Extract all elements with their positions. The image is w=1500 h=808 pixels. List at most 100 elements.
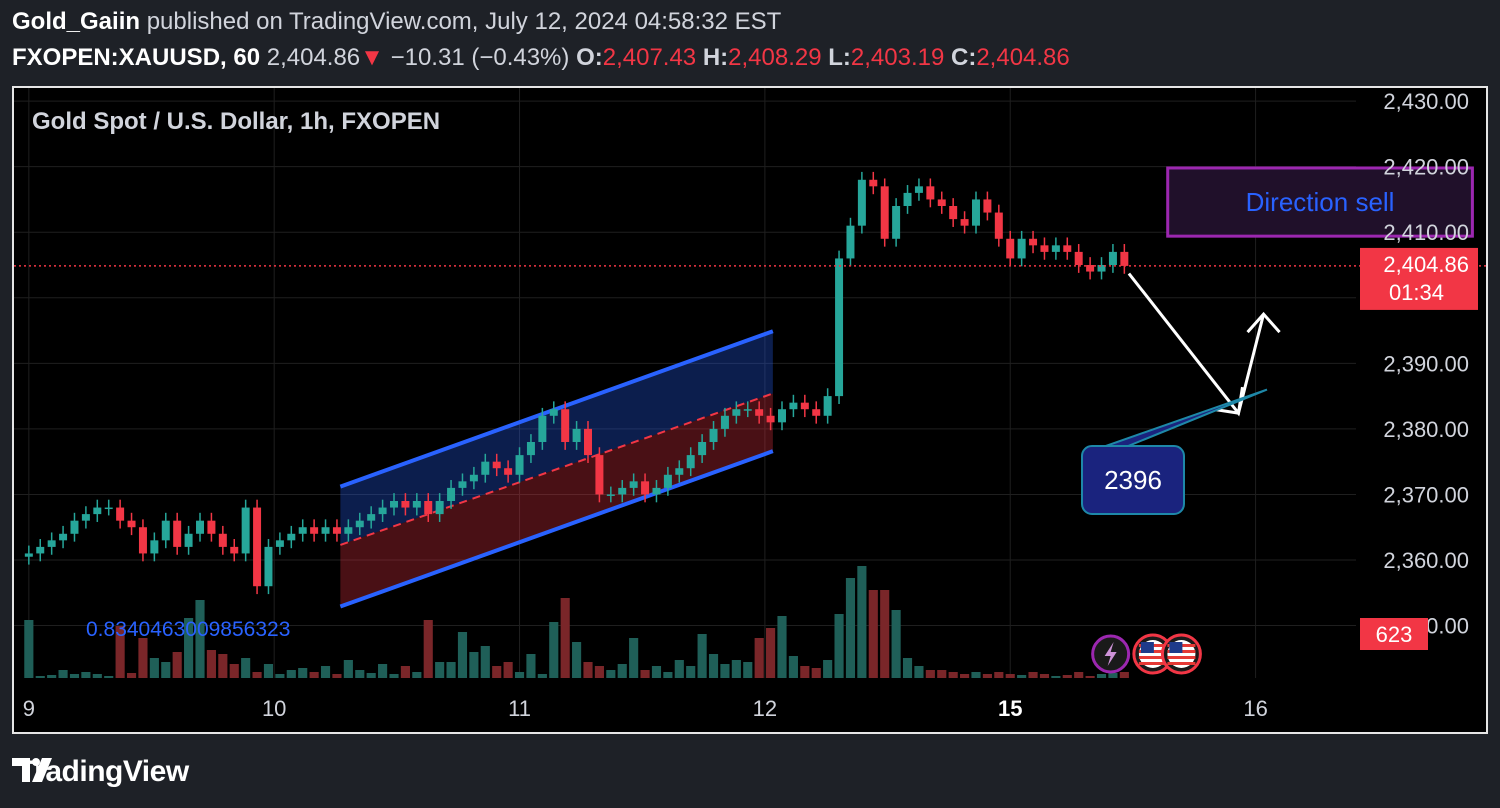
direction-box [1166, 166, 1474, 238]
volume-bar [320, 666, 331, 678]
volume-bar [58, 670, 68, 678]
candle-body [287, 533, 296, 541]
candle-body [584, 428, 592, 456]
volume-bar [298, 668, 308, 678]
candle-body [93, 507, 102, 515]
candle-body [469, 474, 478, 482]
volume-bar [172, 652, 182, 678]
volume-bar [1028, 672, 1038, 678]
candle-body [812, 409, 821, 416]
candle-body [424, 501, 433, 515]
channel-median-line [340, 392, 774, 546]
volume-bar [241, 658, 251, 678]
low-value: 2,403.19 [850, 44, 945, 71]
candle-body [686, 455, 695, 469]
candle-body [1017, 238, 1026, 259]
volume-bar [366, 673, 376, 678]
volume-bar [549, 622, 559, 678]
candle-body [161, 520, 170, 541]
candle-body [1086, 265, 1095, 272]
candle-body [960, 219, 969, 226]
candle-body [207, 520, 216, 534]
volume-bar [617, 664, 627, 678]
candle-body [127, 520, 136, 528]
volume-bar [24, 620, 34, 678]
volume-bar [389, 674, 399, 678]
high-label: H: [702, 44, 729, 71]
time-tick-label: 12 [753, 696, 777, 721]
us-flag-icon-stripe [1138, 656, 1167, 659]
candle-body [743, 409, 752, 411]
volume-bar [514, 672, 525, 678]
candle-body [275, 540, 284, 547]
candle-body [378, 507, 387, 515]
arrow-down-head [1212, 386, 1244, 415]
volume-bar [138, 638, 148, 678]
volume-bar [378, 664, 388, 678]
us-flag-icon-canton [1140, 642, 1154, 653]
low-label: L: [828, 44, 851, 71]
volume-bar [309, 672, 319, 678]
volume-bar [149, 658, 159, 678]
candle-body [150, 540, 159, 554]
volume-bar [948, 672, 958, 678]
candle-body [823, 396, 832, 416]
tradingview-logo[interactable]: TradingView [12, 755, 189, 788]
candle-body [538, 415, 547, 442]
open-value: 2,407.43 [602, 44, 697, 71]
candle-body [367, 514, 376, 521]
candle-body [230, 546, 239, 554]
candle-body [492, 461, 501, 469]
volume-bar [412, 672, 422, 678]
volume-bar [1039, 674, 1050, 678]
candle-body [344, 527, 353, 534]
volume-bar [343, 660, 353, 678]
volume-bar [845, 578, 856, 678]
us-flag-icon-stripe [1138, 662, 1167, 665]
volume-bar [218, 654, 228, 678]
volume-tag-value: 623 [1376, 622, 1413, 647]
ohlc-line: FXOPEN:XAUUSD, 60 2,404.86▼ −10.31 (−0.4… [12, 44, 1070, 72]
volume-bar [1051, 676, 1061, 678]
volume-bar [47, 675, 57, 678]
volume-bar [811, 668, 821, 678]
volume-bar [69, 674, 80, 678]
chart-frame[interactable]: Direction sell 2396 2,430.00 2,420.00 2,410… [12, 86, 1488, 734]
volume-bar [400, 666, 410, 678]
volume-bar [674, 660, 684, 678]
close-label: C: [951, 44, 977, 71]
volume-bar [743, 662, 753, 678]
volume-bar [788, 656, 798, 678]
candle-body [59, 533, 68, 541]
volume-bar [355, 670, 365, 678]
volume-bar [606, 670, 616, 678]
price-tick-label: 2,370.00 [1383, 482, 1469, 507]
candle-body [857, 179, 866, 226]
volume-bar [446, 662, 456, 678]
author-name[interactable]: Gold_Gaiin [12, 8, 141, 35]
price-tick-label: 2,380.00 [1383, 417, 1469, 442]
last-price: 2,404.86 [266, 44, 361, 71]
volume-bar [1119, 672, 1129, 678]
candle-body [401, 501, 410, 508]
target-callout-box [1081, 445, 1185, 515]
candle-body [458, 481, 467, 488]
candle-body [504, 468, 513, 475]
volume-bar [457, 632, 468, 678]
price-chart[interactable]: Direction sell 2396 2,430.00 2,420.00 2,410… [14, 88, 1486, 732]
volume-bar [480, 646, 490, 678]
candle-body [1120, 251, 1129, 266]
candle-body [241, 507, 250, 554]
volume-bar [1005, 674, 1015, 678]
candle-body [264, 546, 273, 587]
volume-bar [731, 660, 741, 678]
candle-body [709, 428, 718, 442]
candle-body [1051, 245, 1060, 252]
volume-bar [720, 664, 730, 678]
candle-body [173, 520, 182, 547]
candle-body [515, 455, 524, 475]
channel-lower-line [339, 449, 774, 609]
volume-bar [252, 672, 262, 678]
price-tick-label: 2,410.00 [1383, 220, 1469, 245]
candle-body [755, 409, 764, 416]
